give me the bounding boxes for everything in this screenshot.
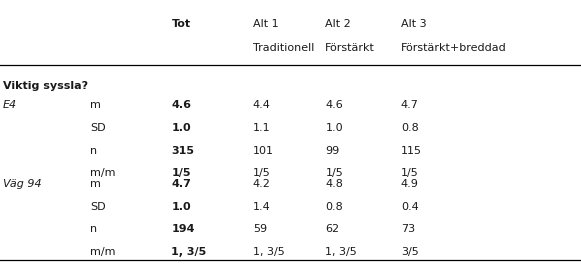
Text: 4.6: 4.6	[325, 100, 343, 110]
Text: 4.8: 4.8	[325, 179, 343, 189]
Text: 1/5: 1/5	[325, 168, 343, 178]
Text: 1.0: 1.0	[171, 202, 191, 211]
Text: 194: 194	[171, 224, 195, 234]
Text: 4.7: 4.7	[171, 179, 191, 189]
Text: 1.4: 1.4	[253, 202, 271, 211]
Text: 4.2: 4.2	[253, 179, 271, 189]
Text: 0.8: 0.8	[325, 202, 343, 211]
Text: 4.6: 4.6	[171, 100, 191, 110]
Text: E4: E4	[3, 100, 17, 110]
Text: 99: 99	[325, 146, 340, 155]
Text: 1/5: 1/5	[253, 168, 271, 178]
Text: 4.4: 4.4	[253, 100, 271, 110]
Text: 4.9: 4.9	[401, 179, 419, 189]
Text: 1.0: 1.0	[171, 123, 191, 133]
Text: 73: 73	[401, 224, 415, 234]
Text: Förstärkt: Förstärkt	[325, 43, 375, 53]
Text: 115: 115	[401, 146, 422, 155]
Text: 3/5: 3/5	[401, 247, 419, 257]
Text: Traditionell: Traditionell	[253, 43, 314, 53]
Text: 1, 3/5: 1, 3/5	[325, 247, 357, 257]
Text: 0.8: 0.8	[401, 123, 419, 133]
Text: 1, 3/5: 1, 3/5	[171, 247, 207, 257]
Text: Tot: Tot	[171, 19, 191, 29]
Text: Förstärkt+breddad: Förstärkt+breddad	[401, 43, 507, 53]
Text: Alt 2: Alt 2	[325, 19, 351, 29]
Text: 1/5: 1/5	[171, 168, 191, 178]
Text: Alt 3: Alt 3	[401, 19, 426, 29]
Text: m: m	[90, 100, 101, 110]
Text: 1.1: 1.1	[253, 123, 270, 133]
Text: n: n	[90, 224, 97, 234]
Text: m: m	[90, 179, 101, 189]
Text: m/m: m/m	[90, 247, 116, 257]
Text: 0.4: 0.4	[401, 202, 419, 211]
Text: SD: SD	[90, 123, 106, 133]
Text: Alt 1: Alt 1	[253, 19, 278, 29]
Text: 1, 3/5: 1, 3/5	[253, 247, 285, 257]
Text: m/m: m/m	[90, 168, 116, 178]
Text: 62: 62	[325, 224, 339, 234]
Text: 101: 101	[253, 146, 274, 155]
Text: 315: 315	[171, 146, 195, 155]
Text: Väg 94: Väg 94	[3, 179, 41, 189]
Text: 1/5: 1/5	[401, 168, 419, 178]
Text: SD: SD	[90, 202, 106, 211]
Text: 1.0: 1.0	[325, 123, 343, 133]
Text: 59: 59	[253, 224, 267, 234]
Text: Viktig syssla?: Viktig syssla?	[3, 81, 88, 91]
Text: n: n	[90, 146, 97, 155]
Text: 4.7: 4.7	[401, 100, 419, 110]
